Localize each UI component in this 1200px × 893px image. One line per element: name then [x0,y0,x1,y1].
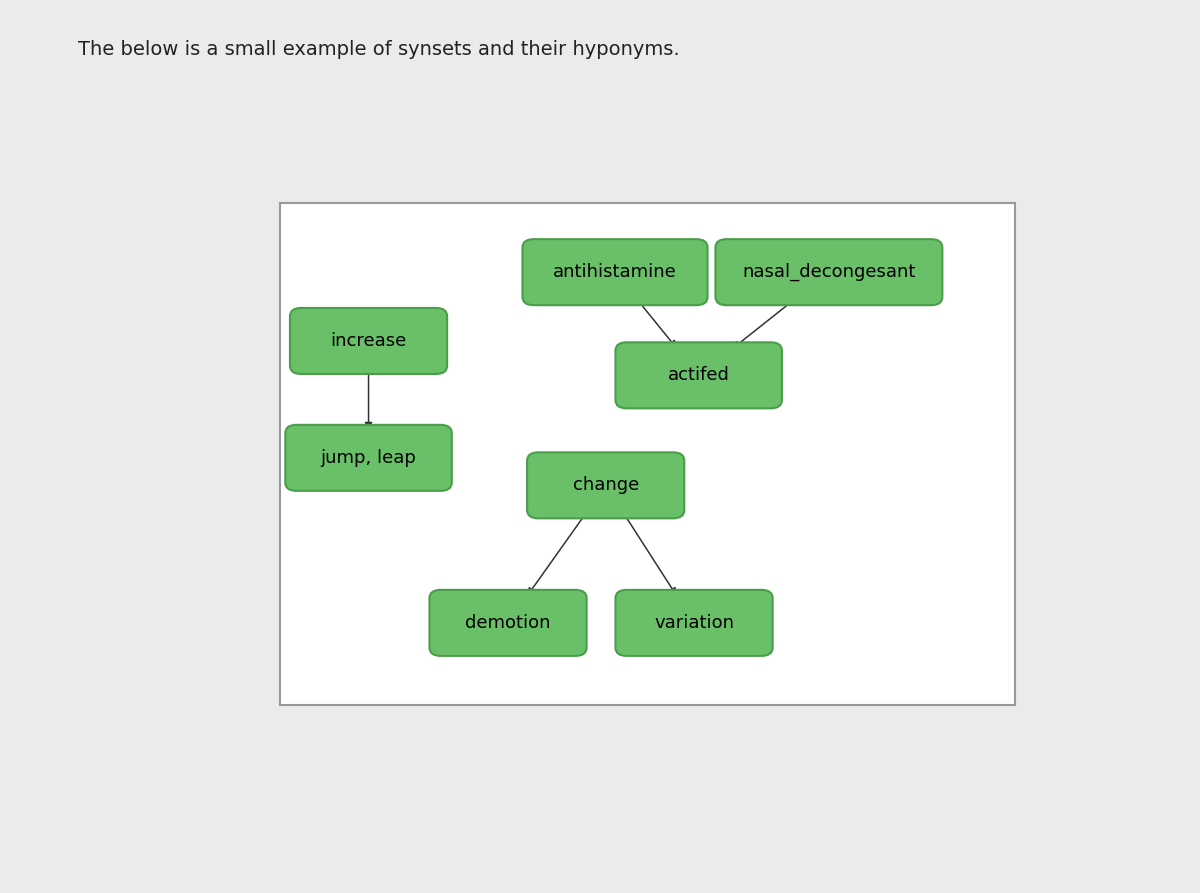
Text: variation: variation [654,613,734,632]
FancyBboxPatch shape [281,204,1015,705]
FancyBboxPatch shape [616,342,782,408]
Text: demotion: demotion [466,613,551,632]
Text: The below is a small example of synsets and their hyponyms.: The below is a small example of synsets … [78,40,679,59]
Text: increase: increase [330,332,407,350]
Text: jump, leap: jump, leap [320,449,416,467]
FancyBboxPatch shape [430,590,587,655]
FancyBboxPatch shape [290,308,448,374]
FancyBboxPatch shape [522,239,708,305]
Text: actifed: actifed [667,366,730,384]
FancyBboxPatch shape [616,590,773,655]
Text: antihistamine: antihistamine [553,263,677,281]
Text: nasal_decongesant: nasal_decongesant [743,263,916,281]
FancyBboxPatch shape [286,425,451,491]
FancyBboxPatch shape [527,453,684,518]
FancyBboxPatch shape [715,239,942,305]
Text: change: change [572,476,638,495]
